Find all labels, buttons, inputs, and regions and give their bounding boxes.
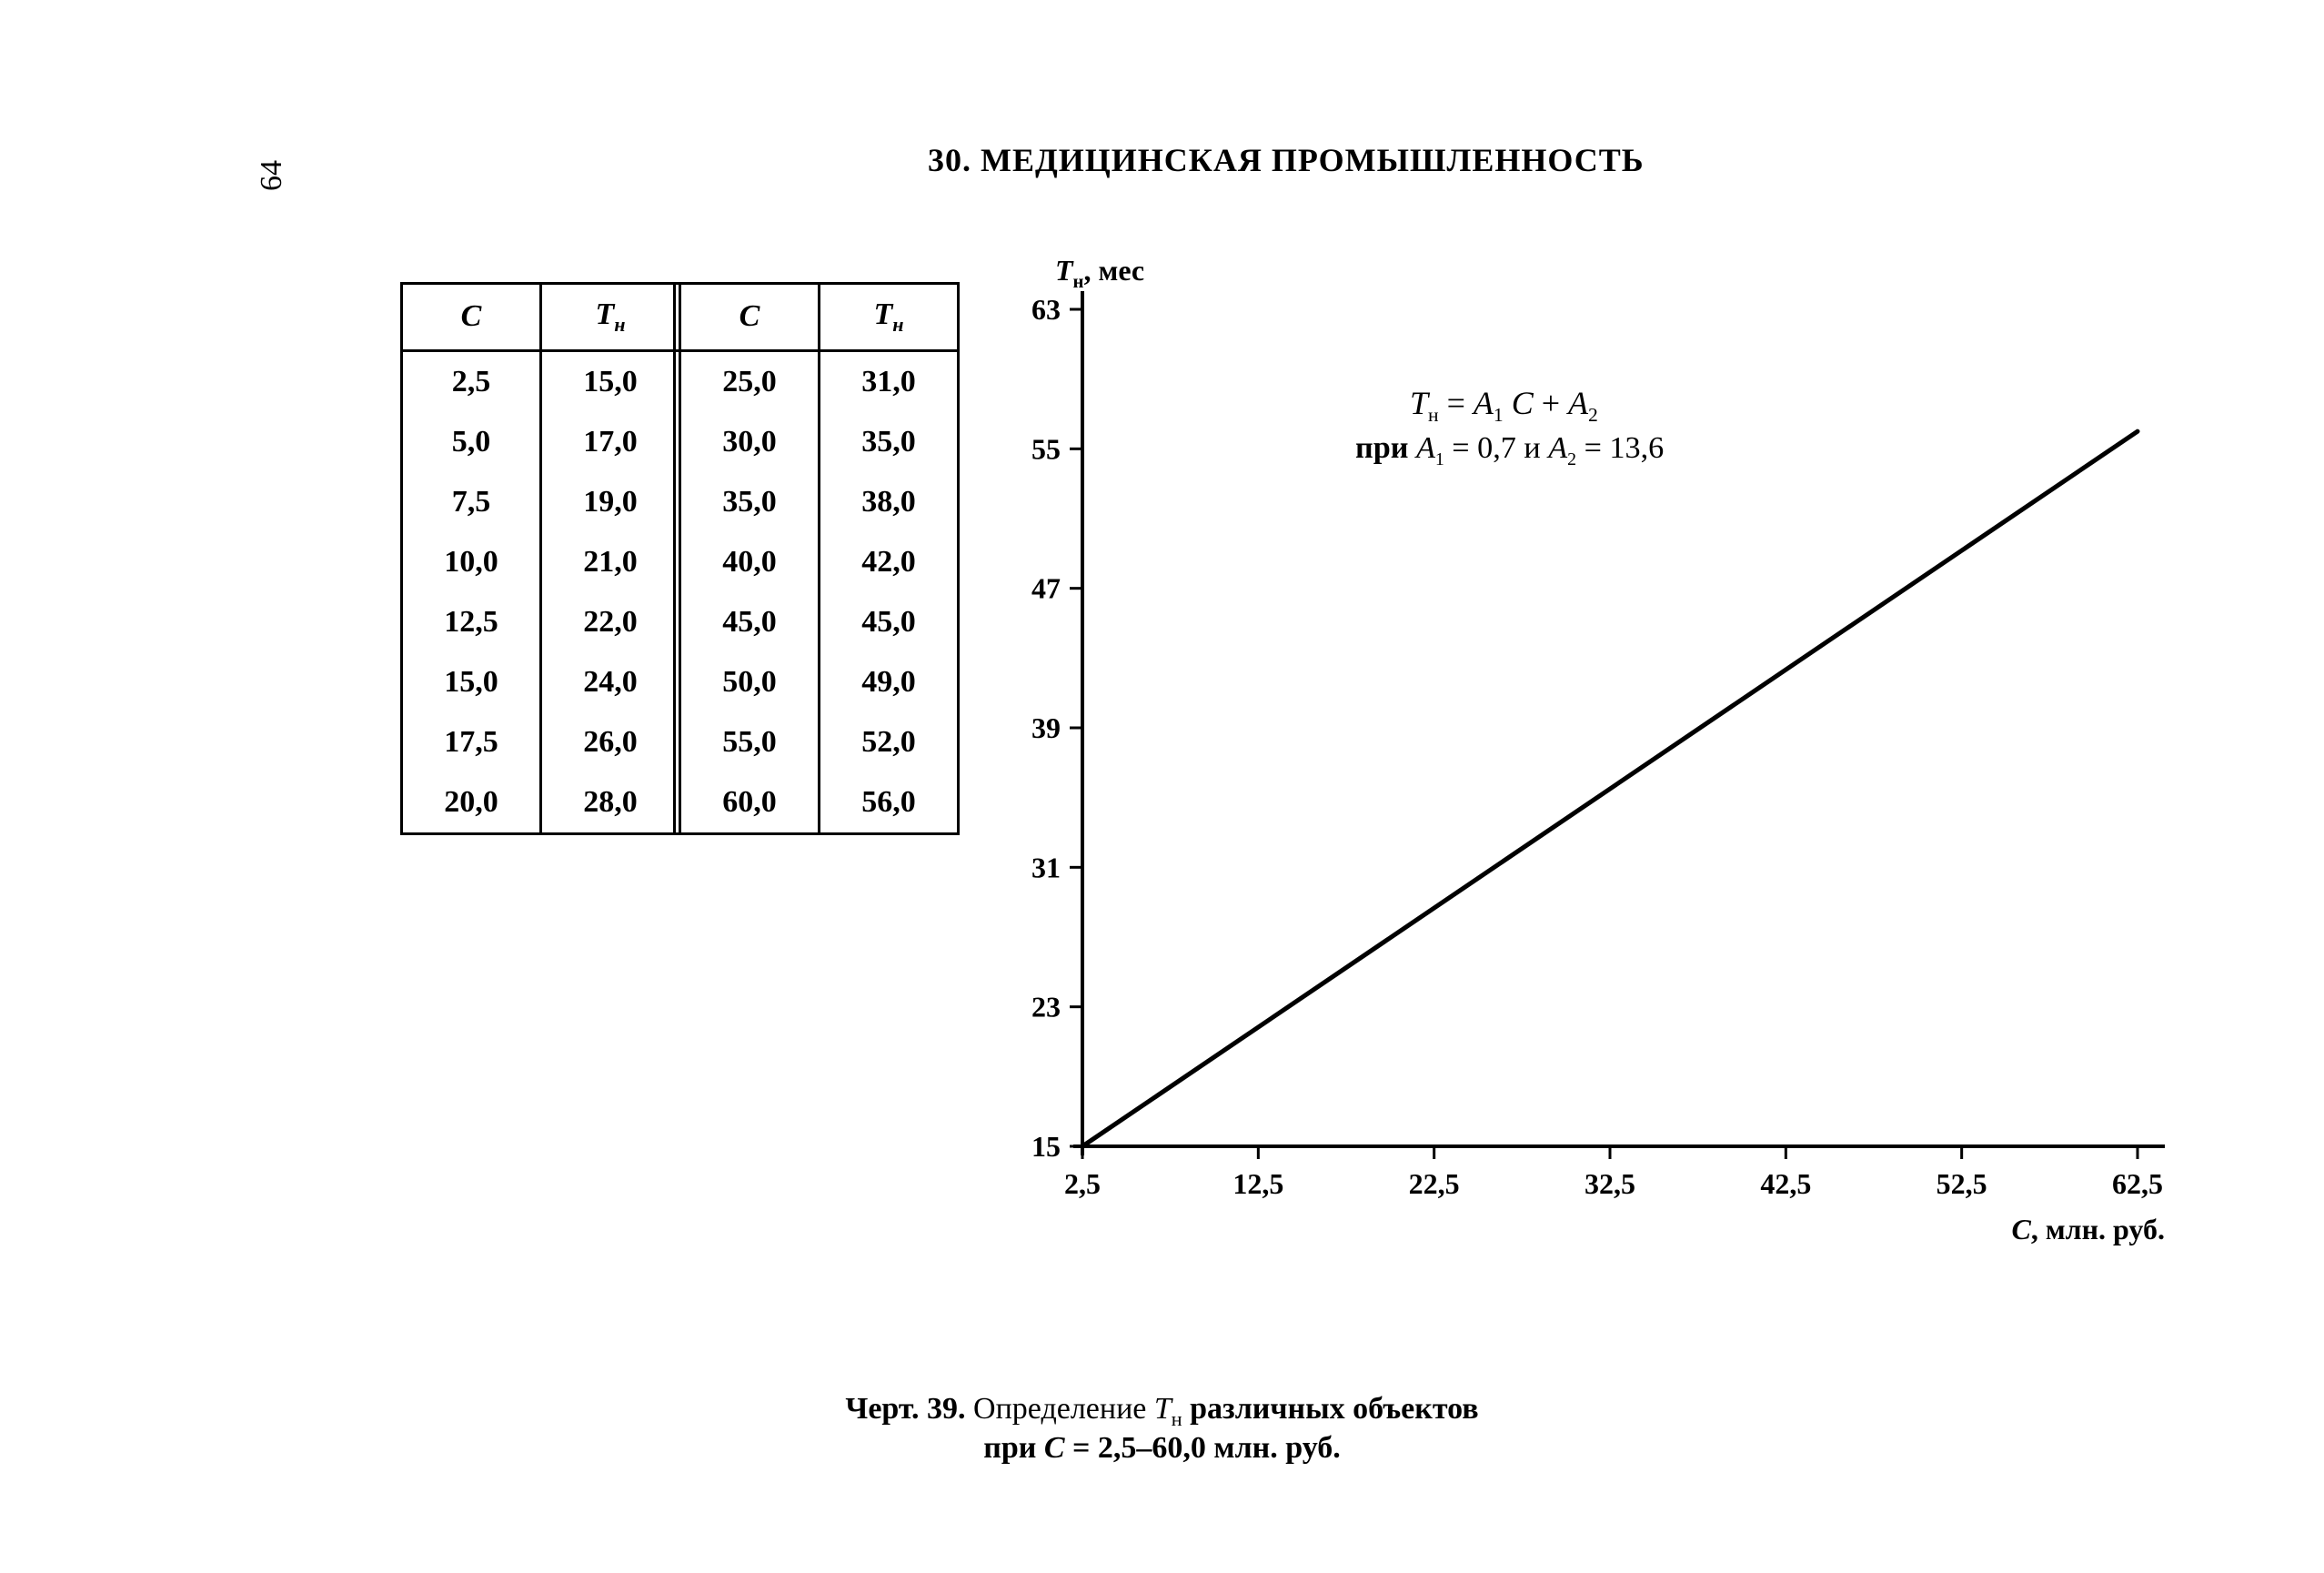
table-cell: 55,0 [680, 712, 820, 772]
svg-text:39: 39 [1031, 711, 1061, 744]
table-cell: 26,0 [541, 712, 680, 772]
table-cell: 15,0 [541, 350, 680, 412]
caption-text-a: Определение [966, 1392, 1154, 1426]
table-cell: 20,0 [402, 772, 541, 834]
caption-text-b: различных объектов [1182, 1392, 1479, 1426]
table-cell: 15,0 [402, 652, 541, 712]
svg-text:при A1 = 0,7 и A2 = 13,6: при A1 = 0,7 и A2 = 13,6 [1355, 431, 1664, 469]
table-cell: 40,0 [680, 532, 820, 592]
caption-line2-a: при [983, 1431, 1044, 1465]
table-cell: 35,0 [820, 412, 959, 472]
svg-text:2,5: 2,5 [1064, 1167, 1101, 1200]
svg-text:42,5: 42,5 [1760, 1167, 1811, 1200]
th-tn-1: Tн [541, 284, 680, 351]
caption-T-sub: н [1172, 1407, 1182, 1430]
table-cell: 42,0 [820, 532, 959, 592]
table-cell: 31,0 [820, 350, 959, 412]
section-heading: 30. МЕДИЦИНСКАЯ ПРОМЫШЛЕННОСТЬ [928, 141, 1645, 179]
table-cell: 10,0 [402, 532, 541, 592]
caption-T: T [1154, 1392, 1172, 1426]
table-row: 20,028,060,056,0 [402, 772, 959, 834]
chart: 15 23 31 39 47 55 63 2,5 12,5 22,5 32,5 42,5 52,5 62,… [1001, 273, 2228, 1274]
table-row: 5,017,030,035,0 [402, 412, 959, 472]
table-cell: 7,5 [402, 472, 541, 532]
table-cell: 24,0 [541, 652, 680, 712]
table-cell: 30,0 [680, 412, 820, 472]
svg-text:Tн, мес: Tн, мес [1055, 254, 1144, 292]
table-row: 7,519,035,038,0 [402, 472, 959, 532]
table-row: 15,024,050,049,0 [402, 652, 959, 712]
svg-text:52,5: 52,5 [1937, 1167, 1987, 1200]
svg-text:12,5: 12,5 [1232, 1167, 1283, 1200]
data-table: C Tн C Tн 2,515,025,031,05,017,030,035,0… [400, 282, 960, 835]
table-cell: 35,0 [680, 472, 820, 532]
figure-caption: Черт. 39. Определение Tн различных объек… [0, 1392, 2324, 1466]
caption-C: C [1044, 1431, 1065, 1465]
table-cell: 49,0 [820, 652, 959, 712]
svg-text:32,5: 32,5 [1585, 1167, 1635, 1200]
svg-text:47: 47 [1031, 572, 1061, 605]
page-number: 64 [255, 160, 289, 191]
table-header-row: C Tн C Tн [402, 284, 959, 351]
table-cell: 19,0 [541, 472, 680, 532]
caption-line2-b: = 2,5–60,0 млн. руб. [1065, 1431, 1341, 1465]
table-row: 10,021,040,042,0 [402, 532, 959, 592]
table-cell: 28,0 [541, 772, 680, 834]
svg-text:55: 55 [1031, 432, 1061, 465]
table-cell: 45,0 [820, 592, 959, 652]
table-cell: 60,0 [680, 772, 820, 834]
svg-text:62,5: 62,5 [2112, 1167, 2163, 1200]
svg-text:63: 63 [1031, 293, 1061, 326]
table-cell: 17,0 [541, 412, 680, 472]
svg-text:15: 15 [1031, 1130, 1061, 1163]
table-cell: 56,0 [820, 772, 959, 834]
table-cell: 2,5 [402, 350, 541, 412]
th-c-2: C [680, 284, 820, 351]
table-cell: 17,5 [402, 712, 541, 772]
th-tn-2: Tн [820, 284, 959, 351]
table-cell: 21,0 [541, 532, 680, 592]
table-cell: 12,5 [402, 592, 541, 652]
table-cell: 45,0 [680, 592, 820, 652]
th-c-1: C [402, 284, 541, 351]
table-cell: 5,0 [402, 412, 541, 472]
svg-text:31: 31 [1031, 851, 1061, 883]
table-cell: 25,0 [680, 350, 820, 412]
svg-text:22,5: 22,5 [1409, 1167, 1460, 1200]
table-cell: 52,0 [820, 712, 959, 772]
table-row: 12,522,045,045,0 [402, 592, 959, 652]
table-row: 2,515,025,031,0 [402, 350, 959, 412]
table-row: 17,526,055,052,0 [402, 712, 959, 772]
table-cell: 38,0 [820, 472, 959, 532]
svg-text:C, млн. руб.: C, млн. руб. [2012, 1213, 2165, 1245]
svg-text:Tн = A1 C + A2: Tн = A1 C + A2 [1410, 385, 1598, 426]
caption-prefix: Черт. 39. [845, 1392, 965, 1426]
table-cell: 22,0 [541, 592, 680, 652]
svg-text:23: 23 [1031, 991, 1061, 1023]
table-cell: 50,0 [680, 652, 820, 712]
